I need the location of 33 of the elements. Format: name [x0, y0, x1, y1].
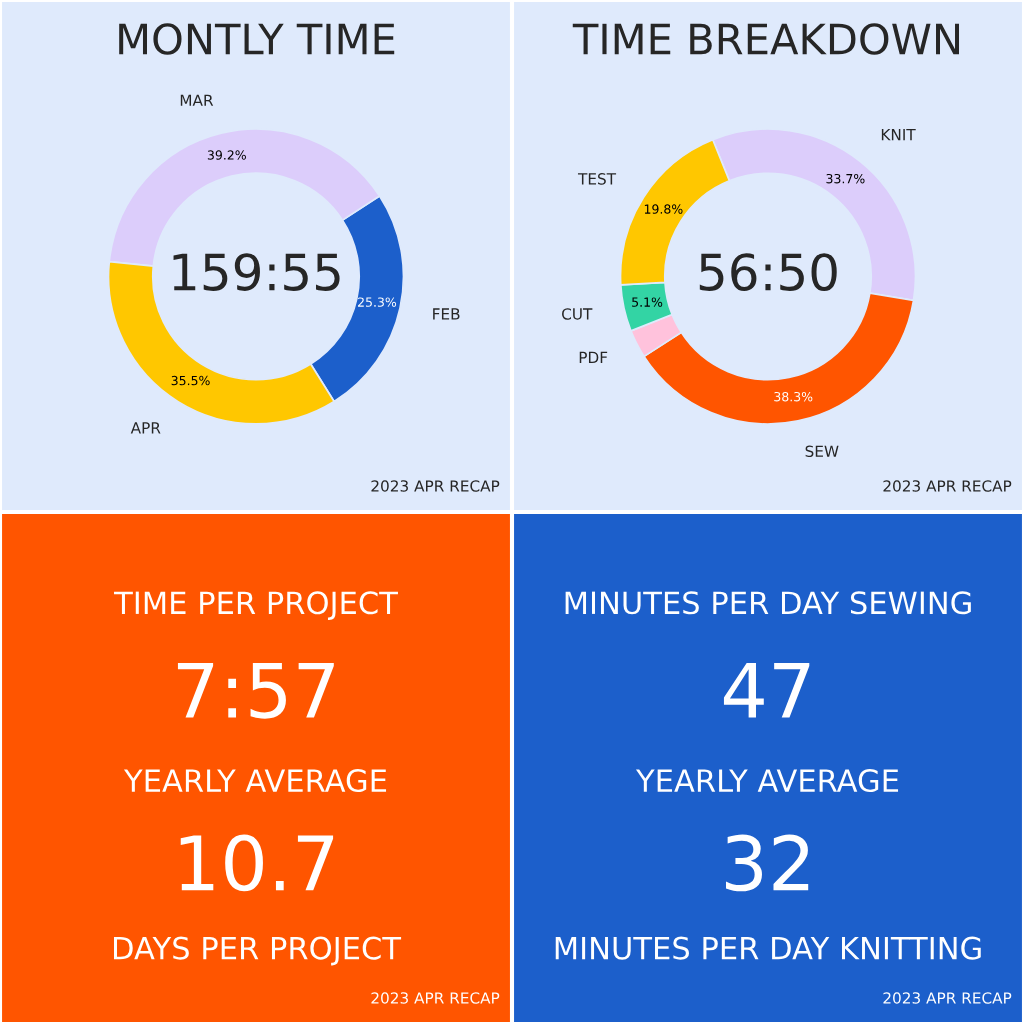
chart-title: MONTLY TIME — [119, 23, 395, 55]
slice-label: MAR — [180, 94, 214, 106]
data-label: 35.5% — [171, 375, 210, 386]
text: 159:55 — [173, 253, 340, 291]
slice-label: SEW — [805, 445, 839, 458]
data-label: 19.8% — [644, 204, 683, 214]
text: 2023 APR RECAP — [883, 480, 1012, 492]
data-label: 25.3% — [358, 297, 397, 307]
data-label: 5.1% — [632, 297, 663, 307]
text: YEARLY AVERAGE — [635, 768, 899, 793]
chart-title: TIME BREAKDOWN — [572, 23, 959, 55]
slice-label: FEB — [433, 308, 460, 320]
slice-label: PDF — [579, 351, 608, 363]
slice-label: CUT — [562, 308, 593, 320]
text: MINUTES PER DAY SEWING — [565, 591, 971, 615]
text: 7:57 — [177, 662, 334, 719]
data-label: 38.3% — [774, 391, 813, 402]
text: DAYS PER PROJECT — [114, 936, 402, 966]
slice-label: APR — [130, 422, 161, 434]
slice-label: KNIT — [881, 129, 916, 141]
text: 2023 APR RECAP — [883, 992, 1012, 1004]
text: 56:50 — [699, 253, 837, 291]
text: 47 — [723, 662, 810, 718]
text: YEARLY AVERAGE — [123, 768, 387, 793]
text: 10.7 — [180, 834, 334, 892]
data-label: 33.7% — [826, 173, 865, 184]
text: 2023 APR RECAP — [371, 992, 500, 1004]
slice-label: TEST — [577, 173, 617, 185]
text: 2023 APR RECAP — [371, 480, 500, 492]
text: 32 — [726, 834, 809, 892]
text: TIME PER PROJECT — [114, 591, 398, 621]
text: MINUTES PER DAY KNITTING — [555, 936, 981, 960]
data-label: 39.2% — [207, 150, 246, 160]
